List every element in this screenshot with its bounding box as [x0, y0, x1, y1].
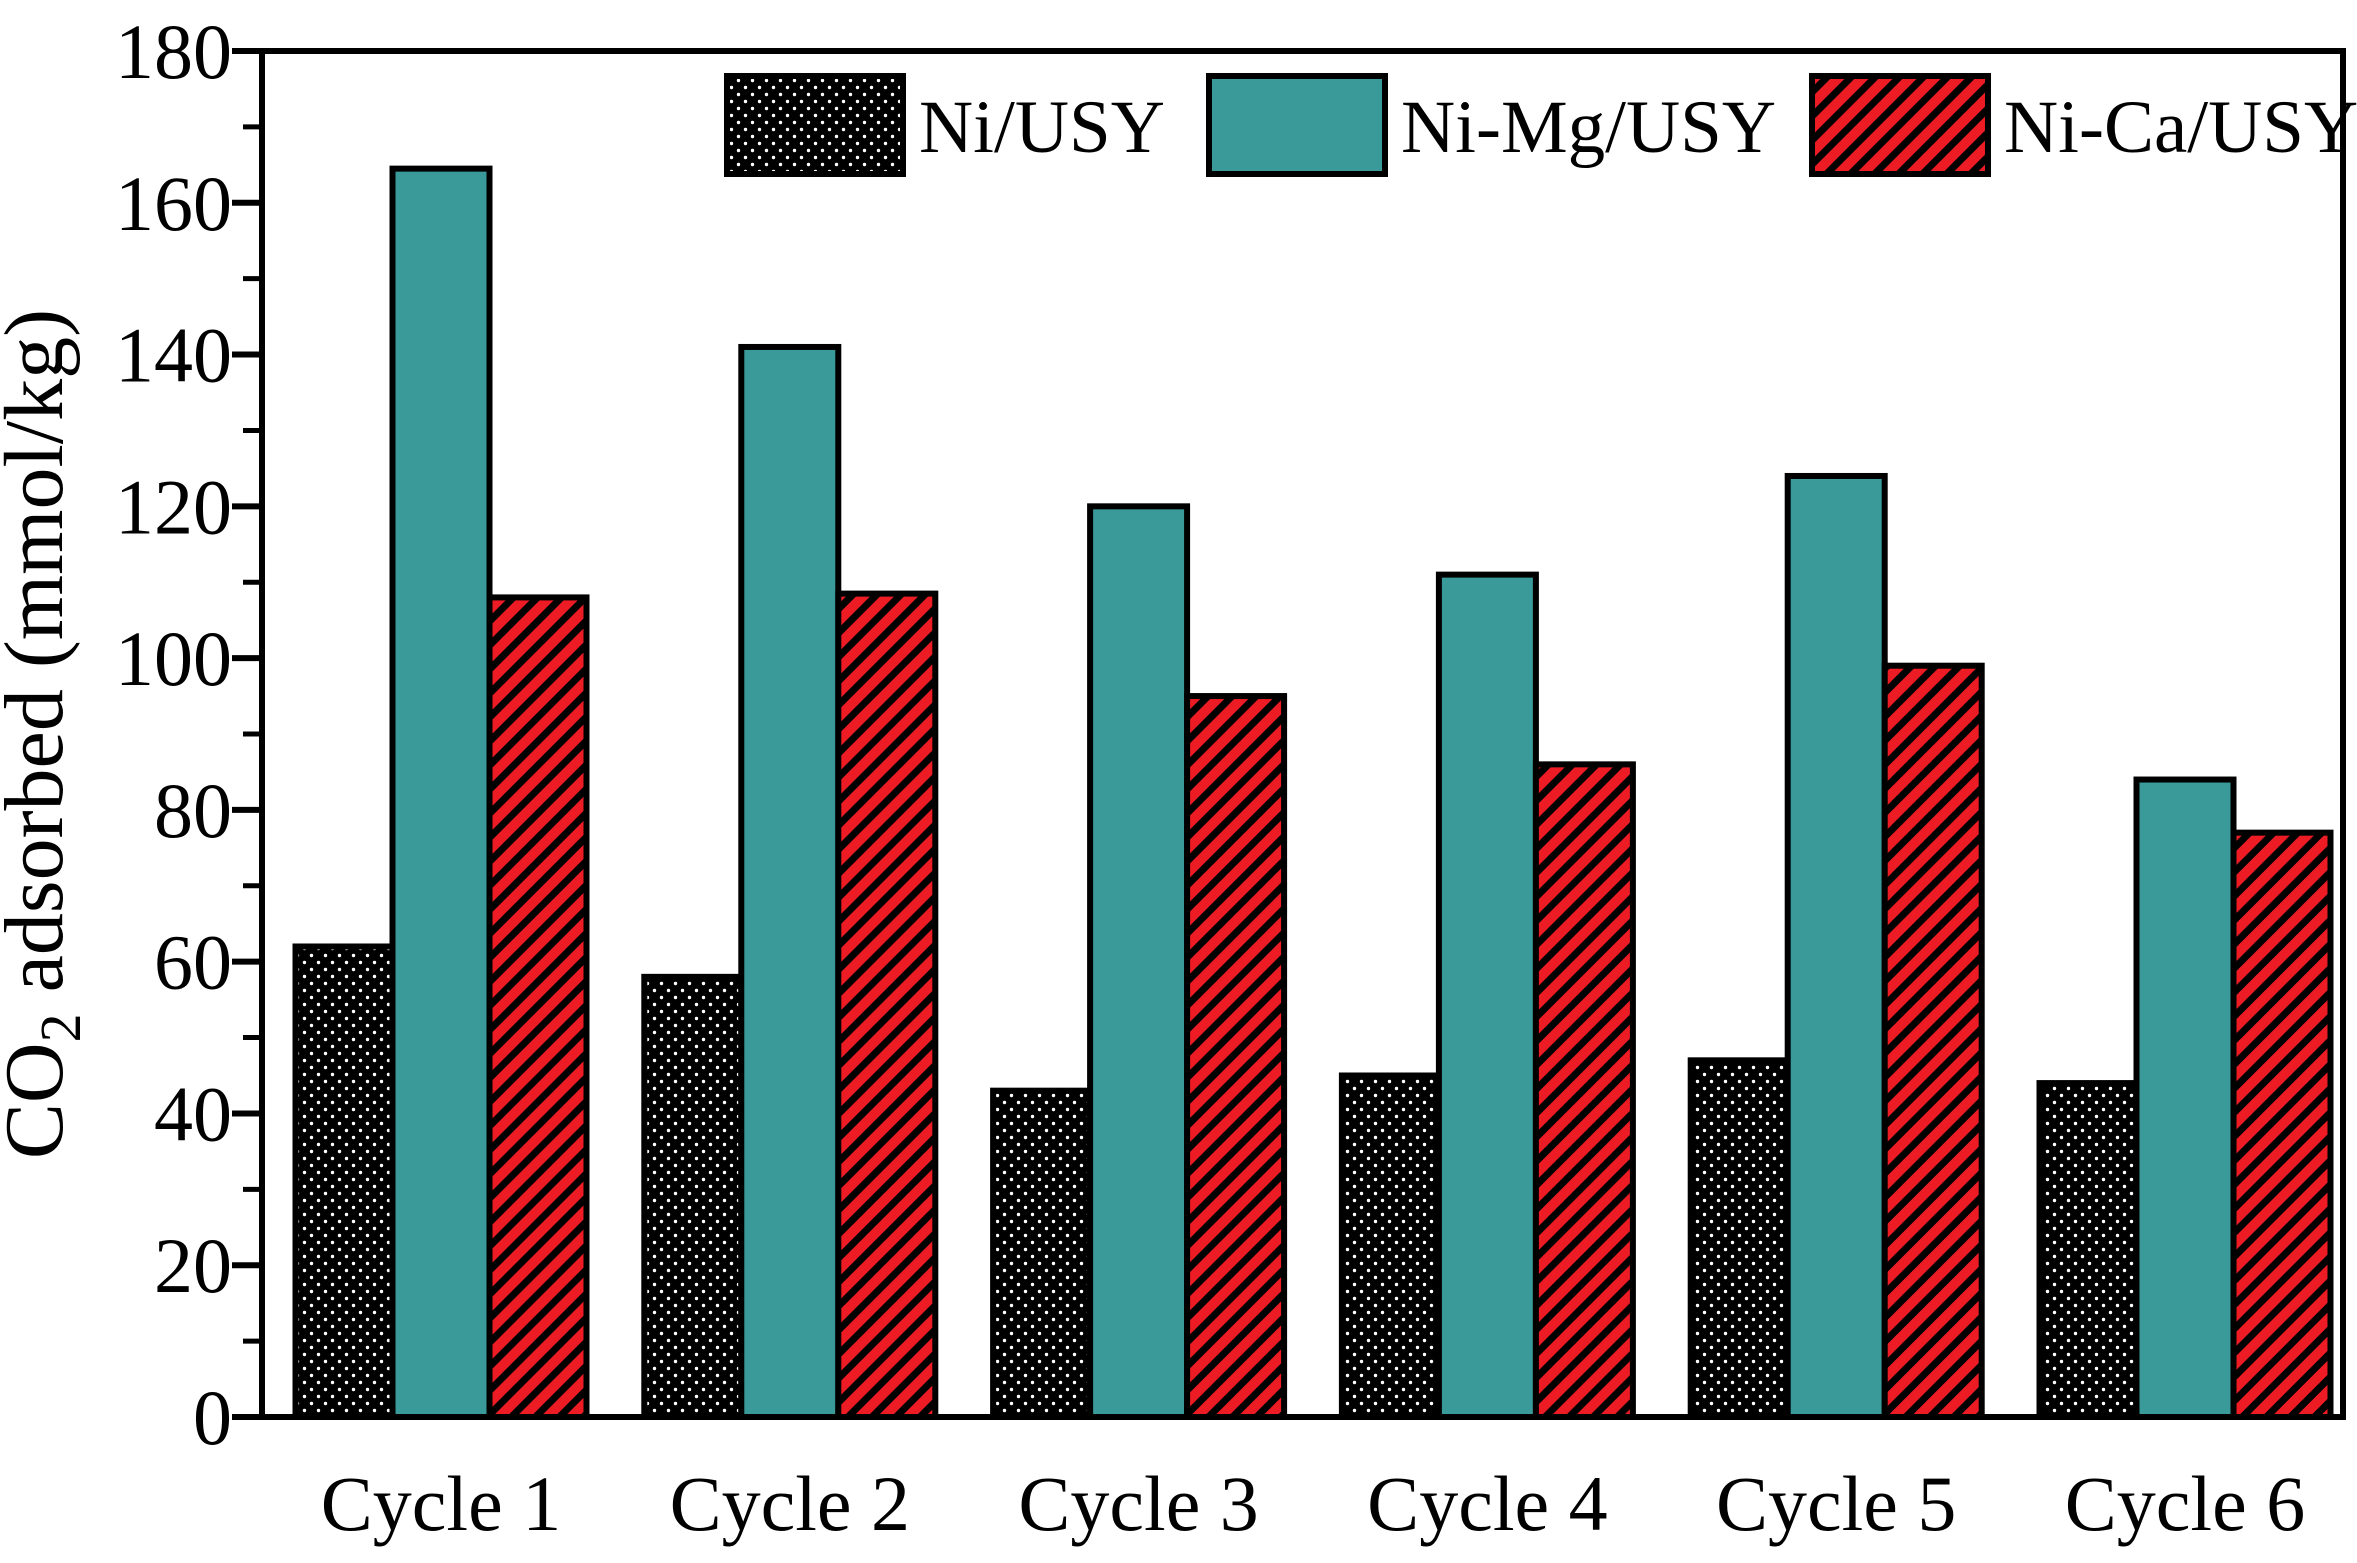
bar-ni-usy-cycle-1 [292, 943, 396, 1420]
legend-swatch [724, 73, 906, 177]
bar-ni-mg-usy-cycle-6 [2133, 776, 2237, 1420]
bar-ni-usy-cycle-6 [2036, 1080, 2140, 1420]
x-category-label: Cycle 5 [1716, 1460, 1956, 1547]
bar-ni-mg-usy-cycle-1 [389, 165, 493, 1420]
y-axis-title-subscript: 2 [28, 1013, 93, 1042]
x-category-label: Cycle 6 [2065, 1460, 2305, 1547]
y-axis-title-rest: adsorbed (mmol/kg) [0, 309, 81, 1014]
plot-frame [259, 48, 2346, 1420]
bar-ni-ca-usy-cycle-2 [835, 590, 939, 1420]
y-tick-label: 120 [115, 463, 232, 550]
y-tick-label: 160 [115, 160, 232, 247]
x-category-label: Cycle 4 [1367, 1460, 1607, 1547]
bar-ni-mg-usy-cycle-4 [1435, 571, 1539, 1420]
y-tick-label: 100 [115, 615, 232, 702]
x-category-label: Cycle 2 [670, 1460, 910, 1547]
y-tick-label: 60 [154, 919, 232, 1006]
bar-ni-mg-usy-cycle-2 [738, 343, 842, 1420]
legend-swatch [1809, 73, 1991, 177]
y-axis-title: CO2 adsorbed (mmol/kg) [0, 309, 93, 1159]
x-category-label: Cycle 1 [321, 1460, 561, 1547]
legend-item-ni-ca-usy: Ni-Ca/USY [1809, 73, 2357, 177]
legend-label: Ni-Ca/USY [2004, 86, 2357, 169]
bar-ni-usy-cycle-3 [990, 1087, 1094, 1420]
bar-ni-mg-usy-cycle-5 [1784, 472, 1888, 1420]
bar-ni-usy-cycle-4 [1338, 1072, 1442, 1420]
bar-ni-ca-usy-cycle-4 [1532, 761, 1636, 1420]
bar-ni-ca-usy-cycle-5 [1881, 662, 1985, 1420]
legend-label: Ni/USY [919, 86, 1165, 169]
legend-label: Ni-Mg/USY [1401, 86, 1776, 169]
chart-layer: 0 20 40 60 80 100 120 140 160 180 Cycle 1 Cycle 2 Cy… [0, 8, 2357, 1547]
y-tick-label: 180 [115, 8, 232, 95]
y-axis-title-main: CO [0, 1042, 81, 1159]
bar-ni-usy-cycle-5 [1687, 1057, 1791, 1421]
legend-item-ni-mg-usy: Ni-Mg/USY [1206, 73, 1776, 177]
y-tick-label: 20 [154, 1222, 232, 1309]
y-tick-label: 80 [154, 767, 232, 854]
bar-ni-ca-usy-cycle-1 [486, 594, 590, 1420]
y-tick-label: 40 [154, 1070, 232, 1157]
x-category-label: Cycle 3 [1018, 1460, 1258, 1547]
y-tick-label: 140 [115, 312, 232, 399]
bar-ni-mg-usy-cycle-3 [1087, 503, 1191, 1421]
legend-item-ni-usy: Ni/USY [724, 73, 1165, 177]
legend-swatch [1206, 73, 1388, 177]
bar-ni-ca-usy-cycle-6 [2230, 829, 2334, 1420]
bar-ni-usy-cycle-2 [641, 973, 745, 1420]
bar-ni-ca-usy-cycle-3 [1184, 693, 1288, 1420]
y-tick-label: 0 [193, 1374, 232, 1461]
